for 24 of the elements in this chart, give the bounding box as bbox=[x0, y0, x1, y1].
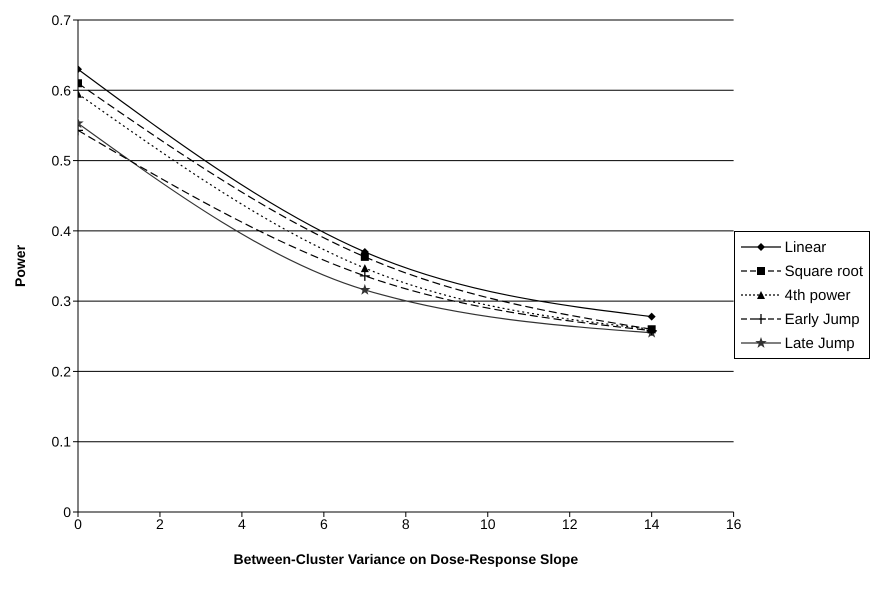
y-axis-title: Power bbox=[12, 244, 28, 288]
y-tick-label: 0.5 bbox=[52, 152, 72, 169]
legend-label: Square root bbox=[784, 262, 863, 280]
x-axis-title: Between-Cluster Variance on Dose-Response Slope bbox=[233, 551, 578, 567]
legend-label: Linear bbox=[784, 238, 826, 256]
x-tick-label: 8 bbox=[402, 516, 410, 532]
y-tick-label: 0.3 bbox=[52, 293, 72, 310]
y-tick-label: 0.6 bbox=[52, 82, 72, 98]
legend-label: 4th power bbox=[784, 286, 850, 304]
x-tick-label: 4 bbox=[238, 516, 246, 532]
x-tick-label: 12 bbox=[562, 516, 578, 532]
y-tick-label: 0.4 bbox=[52, 222, 72, 239]
x-tick-label: 16 bbox=[726, 516, 742, 532]
y-tick-label: 0.1 bbox=[52, 434, 72, 450]
x-tick-label: 6 bbox=[320, 516, 328, 532]
x-tick-label: 10 bbox=[480, 516, 496, 532]
legend-label: Early Jump bbox=[784, 310, 860, 328]
x-tick-label: 14 bbox=[644, 516, 660, 532]
x-tick-label: 2 bbox=[156, 516, 164, 532]
y-tick-label: 0.2 bbox=[52, 363, 72, 380]
y-tick-label: 0.7 bbox=[52, 12, 72, 28]
y-tick-label: 0 bbox=[63, 504, 72, 520]
legend-label: Late Jump bbox=[784, 334, 855, 352]
x-tick-label: 0 bbox=[74, 516, 82, 532]
